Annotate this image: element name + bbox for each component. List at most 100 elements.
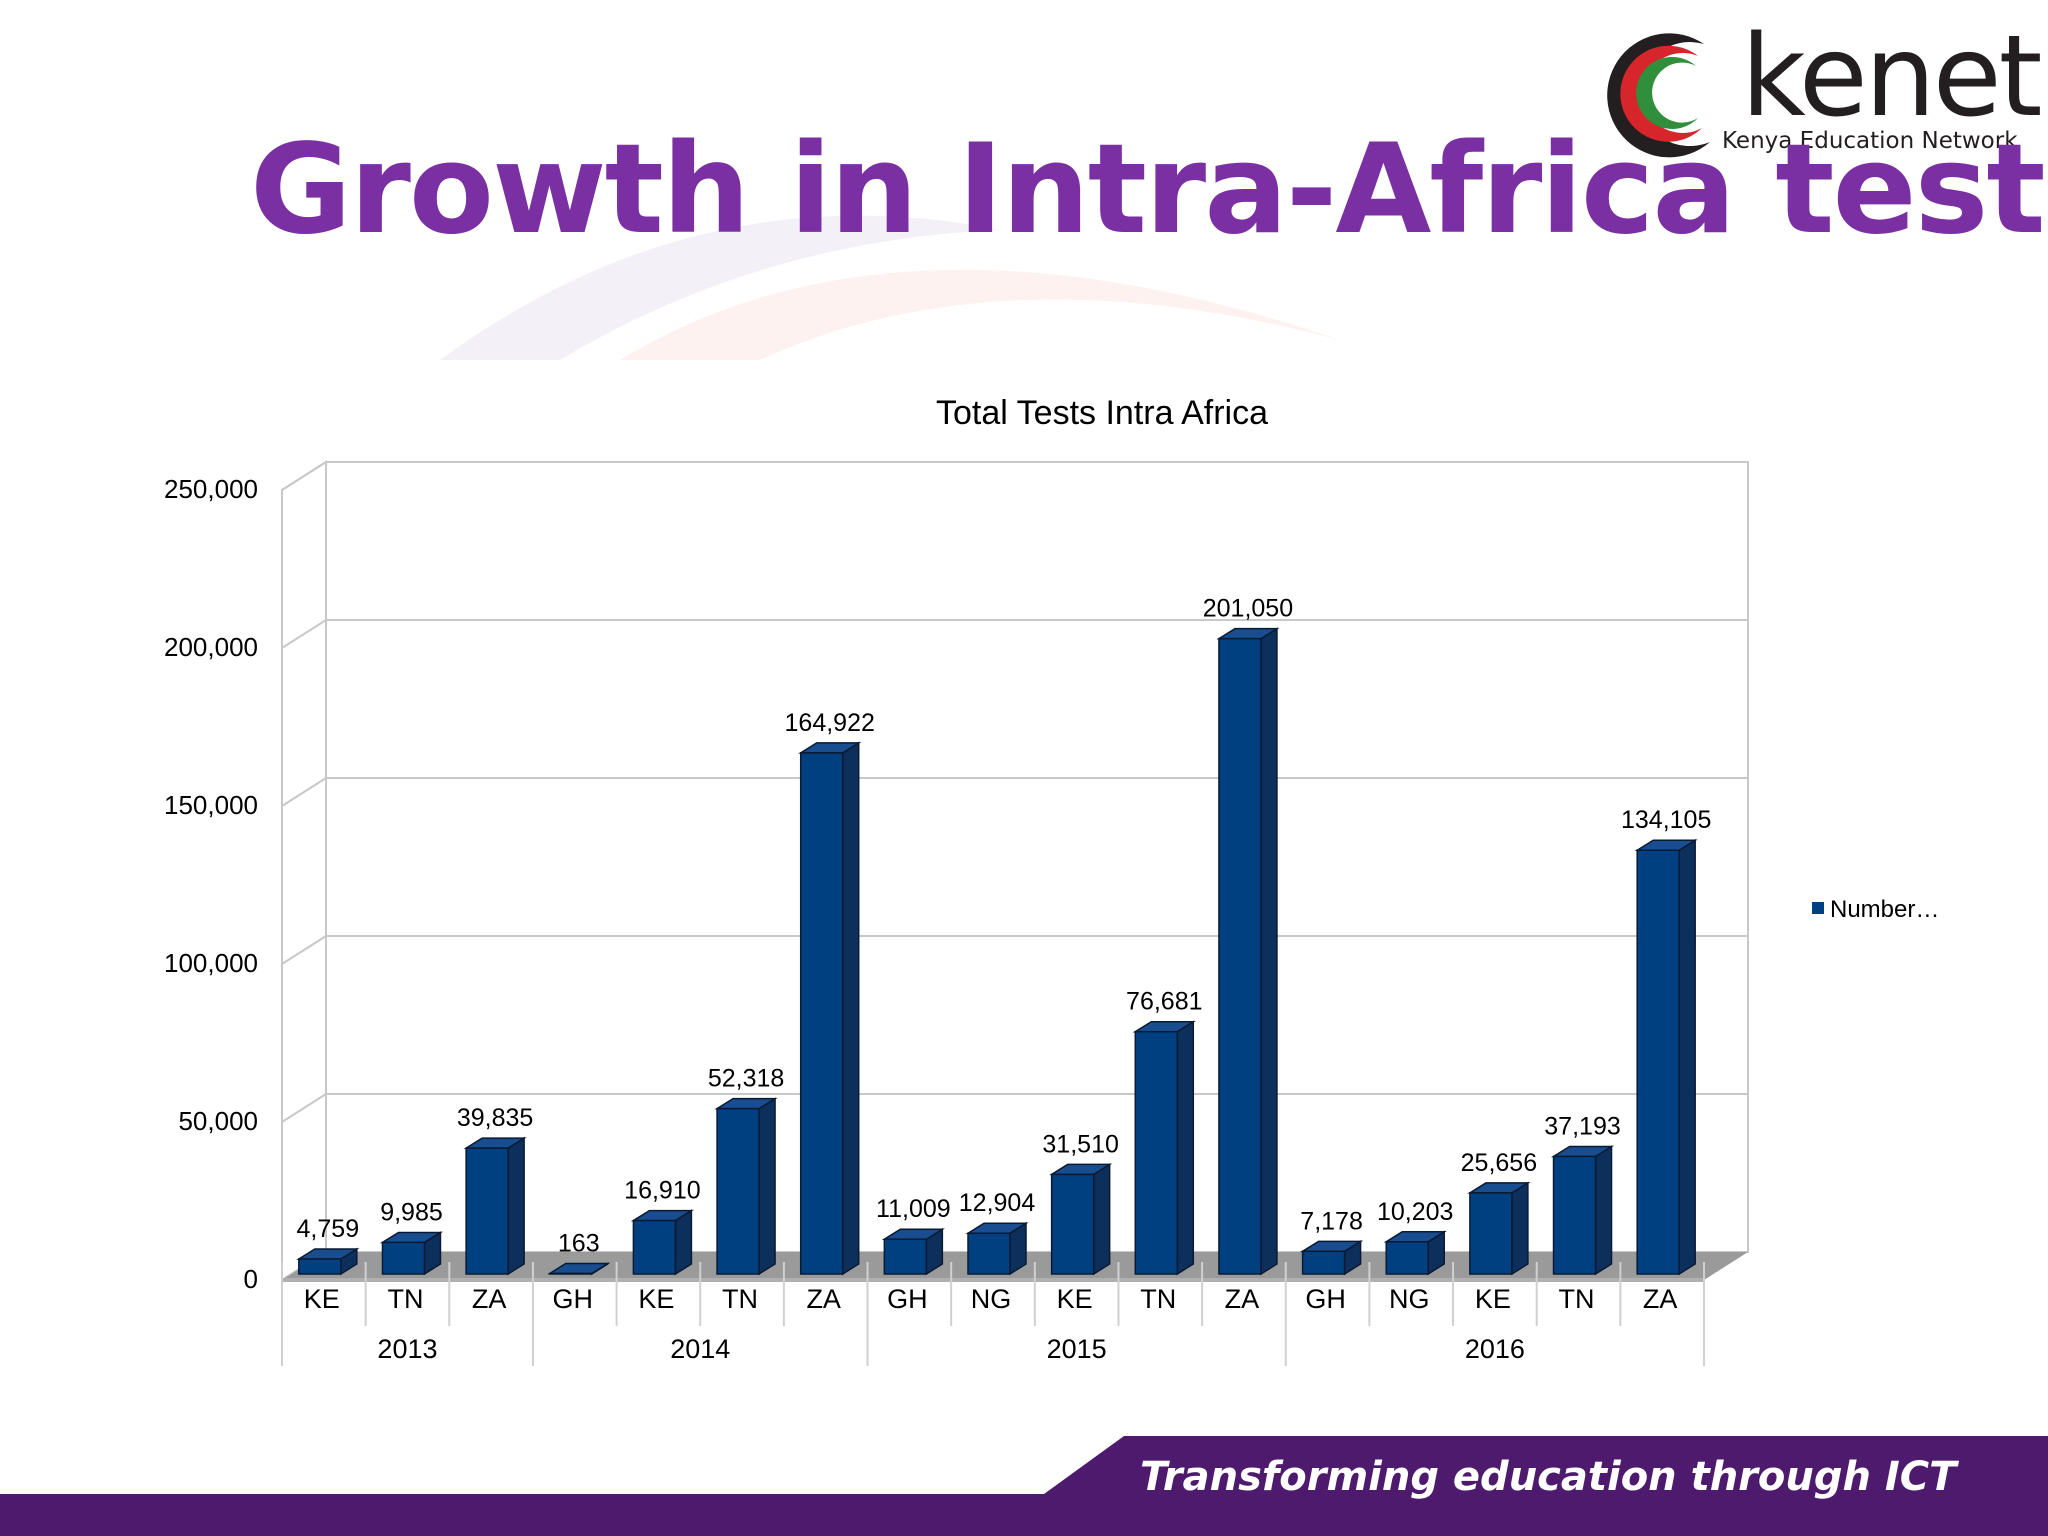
bar-front: [381, 1241, 426, 1275]
x-category-label: TN: [1559, 1284, 1595, 1314]
kenet-logo-mark: [1607, 33, 1710, 158]
bar: [463, 1136, 527, 1276]
gridline-depth: [281, 619, 327, 649]
legend-label: Number…: [1830, 896, 1939, 923]
y-tick-label: 50,000: [178, 1106, 258, 1136]
bar: [1049, 1163, 1113, 1276]
slide-title: Growth in Intra-Africa tests: [250, 118, 2048, 262]
bar: [881, 1227, 945, 1276]
gridline-depth: [281, 1093, 327, 1123]
data-label: 163: [558, 1229, 600, 1257]
kenet-logo: kenet Kenya Education Network: [1586, 12, 2043, 160]
x-category-label: TN: [387, 1284, 423, 1314]
x-category-label: KE: [1057, 1284, 1093, 1314]
bar: [1132, 1020, 1196, 1276]
bar: [1550, 1145, 1615, 1276]
data-label: 76,681: [1126, 988, 1202, 1016]
y-tick-label: 150,000: [164, 790, 258, 820]
bar: [1299, 1239, 1364, 1276]
x-category-label: NG: [971, 1284, 1012, 1314]
data-label: 11,009: [876, 1195, 951, 1223]
data-label: 25,656: [1461, 1149, 1537, 1177]
gridline-depth: [281, 461, 327, 491]
footer-tagline: Transforming education through ICT: [1140, 1454, 1957, 1500]
data-label: 31,510: [1042, 1130, 1118, 1158]
bar-front: [1134, 1030, 1179, 1275]
bar-front: [1385, 1241, 1429, 1275]
chart-floor-edge: [282, 1278, 1704, 1282]
bar-front: [1552, 1155, 1597, 1275]
data-label: 4,759: [297, 1215, 360, 1243]
bar-front: [799, 752, 844, 1275]
bar-front: [883, 1238, 928, 1275]
bar-side: [674, 1209, 693, 1276]
data-label: 52,318: [708, 1065, 784, 1093]
x-group-label: 2016: [1465, 1334, 1525, 1364]
bar-side: [758, 1097, 776, 1276]
legend-swatch: [1812, 902, 1824, 914]
x-group-label: 2015: [1047, 1334, 1107, 1364]
gridline-depth: [281, 777, 327, 807]
x-category-label: ZA: [472, 1284, 507, 1314]
data-label: 10,203: [1377, 1198, 1453, 1226]
chart-title: Total Tests Intra Africa: [936, 394, 1268, 432]
y-tick-label: 200,000: [164, 632, 258, 662]
bar-side: [1678, 838, 1696, 1276]
x-group-label: 2014: [670, 1334, 730, 1364]
bar: [798, 741, 862, 1276]
data-label: 134,105: [1621, 806, 1711, 834]
bar-side: [1511, 1181, 1529, 1276]
bar: [1383, 1230, 1447, 1276]
gridline-depth: [281, 935, 327, 965]
bar-front: [1218, 637, 1262, 1275]
bar-front: [298, 1258, 342, 1275]
bar-side: [507, 1136, 525, 1276]
bar-side: [841, 741, 860, 1276]
data-label: 164,922: [785, 709, 875, 737]
kenet-subtitle: Kenya Education Network: [1722, 128, 2018, 154]
bar: [630, 1209, 695, 1276]
chart-side-wall: [281, 460, 327, 1282]
bar-front: [716, 1107, 760, 1275]
bar: [296, 1247, 360, 1276]
bar: [714, 1097, 778, 1276]
bar-front: [549, 1272, 593, 1275]
x-category-label: ZA: [1225, 1284, 1260, 1314]
background-swoosh-decoration: [440, 215, 1340, 360]
bar-front: [1050, 1173, 1095, 1275]
x-category-label: TN: [1140, 1284, 1176, 1314]
bar: [379, 1231, 444, 1276]
chart-labels: 0 50,000 100,000 150,000 200,000 250,000 4,759…: [164, 474, 1711, 1364]
chart-bars: [296, 627, 1698, 1276]
bar-side: [1092, 1163, 1111, 1276]
data-label: 201,050: [1203, 595, 1293, 623]
bar-side: [1176, 1020, 1195, 1276]
x-group-label: 2013: [377, 1334, 437, 1364]
data-label: 12,904: [959, 1189, 1036, 1217]
bar-front: [465, 1147, 509, 1275]
x-category-label: KE: [638, 1284, 674, 1314]
bar: [1216, 627, 1280, 1276]
y-tick-label: 0: [244, 1264, 258, 1294]
bar: [1634, 838, 1698, 1276]
x-category-label: KE: [304, 1284, 340, 1314]
bar-front: [1469, 1192, 1513, 1275]
y-tick-label: 250,000: [164, 474, 258, 504]
x-category-label: KE: [1475, 1284, 1511, 1314]
bar-side: [1260, 627, 1278, 1276]
bar: [1467, 1181, 1531, 1276]
bar-front: [1301, 1250, 1346, 1275]
x-category-label: GH: [887, 1284, 928, 1314]
x-category-label: NG: [1389, 1284, 1430, 1314]
x-category-label: ZA: [806, 1284, 841, 1314]
chart-legend: Number…: [1812, 896, 1939, 923]
bar: [965, 1221, 1029, 1276]
x-category-label: GH: [553, 1284, 594, 1314]
y-tick-label: 100,000: [164, 948, 258, 978]
x-category-label: TN: [722, 1284, 758, 1314]
bar-front: [1636, 849, 1680, 1275]
bar-front: [967, 1232, 1011, 1275]
data-label: 7,178: [1300, 1207, 1363, 1235]
